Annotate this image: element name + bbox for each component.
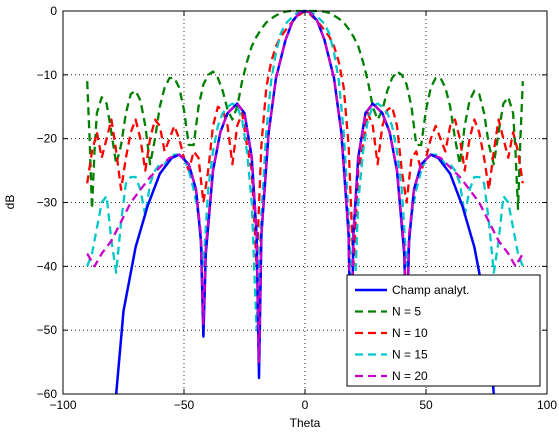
y-tick-label: −20	[37, 132, 58, 146]
legend-label: N = 15	[392, 348, 428, 362]
x-tick-label: −100	[49, 398, 76, 412]
legend-label: Champ analyt.	[392, 283, 469, 297]
y-tick-label: −40	[37, 259, 58, 273]
y-tick-label: −30	[37, 196, 58, 210]
y-tick-label: 0	[50, 4, 57, 18]
legend-label: N = 5	[392, 305, 421, 319]
x-tick-label: 50	[419, 398, 433, 412]
y-tick-label: −10	[37, 68, 58, 82]
series-line-4	[86, 9, 524, 364]
legend-box	[346, 274, 541, 387]
y-tick-label: −60	[37, 387, 58, 401]
legend: Champ analyt. N = 5 N = 10 N = 15 N = 20	[346, 274, 541, 387]
series-line-1	[86, 9, 524, 211]
x-tick-label: 0	[302, 398, 309, 412]
x-axis-title: Theta	[290, 416, 321, 430]
legend-label: N = 20	[392, 369, 428, 383]
y-axis-title: dB	[3, 195, 17, 210]
x-tick-label: −50	[174, 398, 195, 412]
x-tick-label: 100	[537, 398, 557, 412]
tick-labels: −100 −50 0 50 100 0 −10 −20 −30 −40 −50 −60	[37, 4, 558, 412]
ticks	[62, 10, 548, 395]
legend-label: N = 10	[392, 326, 428, 340]
y-tick-label: −50	[37, 323, 58, 337]
